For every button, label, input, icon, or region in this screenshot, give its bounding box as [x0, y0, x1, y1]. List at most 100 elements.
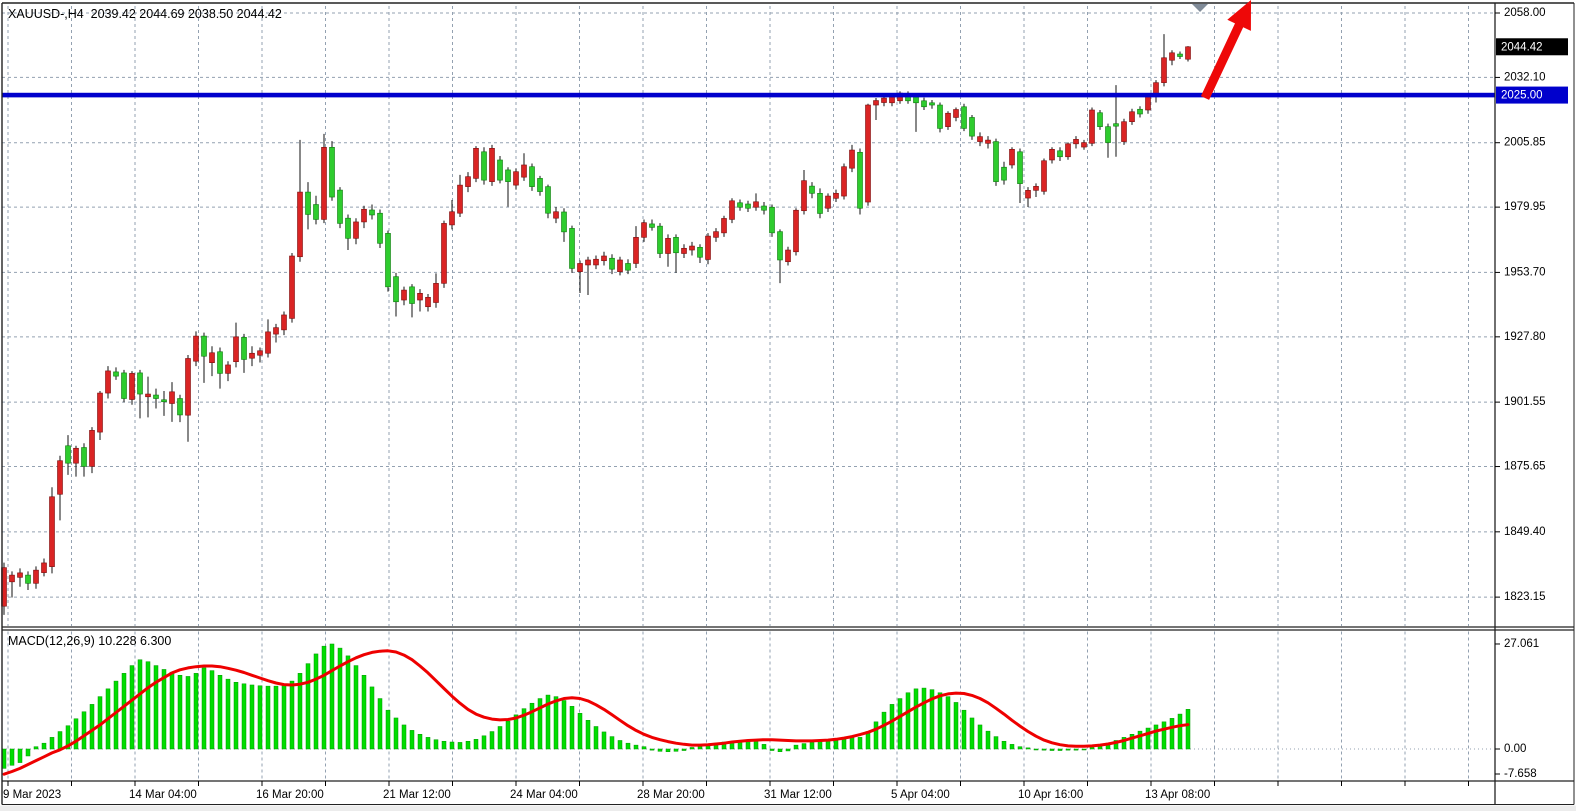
bull-candle [729, 200, 735, 220]
bull-candle [513, 171, 519, 186]
axis-label: 2044.42 [1501, 41, 1543, 53]
bear-candle [937, 104, 943, 129]
macd-histogram-bar [1025, 747, 1031, 750]
macd-histogram-bar [353, 665, 359, 750]
macd-histogram-bar [441, 740, 447, 750]
macd-histogram-bar [1137, 730, 1143, 750]
bull-candle [105, 370, 111, 394]
macd-histogram-bar [665, 748, 671, 752]
bull-candle [577, 263, 583, 272]
macd-histogram-bar [753, 740, 759, 750]
bull-candle [553, 211, 559, 219]
macd-histogram-bar [297, 673, 303, 750]
price-axis[interactable]: 2058.00 2032.10 2005.85 1979.95 1953.70 1927.… [1495, 7, 1568, 780]
macd-histogram-bar [921, 687, 927, 750]
bull-candle [593, 258, 599, 266]
bull-candle [417, 293, 423, 301]
bull-candle [793, 209, 799, 253]
macd-histogram-bar [801, 743, 807, 750]
bear-candle [673, 237, 679, 254]
macd-histogram-bar [497, 726, 503, 750]
macd-histogram-bar [985, 730, 991, 750]
macd-histogram-bar [281, 684, 287, 750]
bear-candle [481, 151, 487, 181]
bear-candle [761, 205, 767, 211]
macd-histogram-bar [1001, 740, 1007, 750]
macd-histogram-bar [425, 737, 431, 750]
macd-histogram-bar [81, 711, 87, 750]
candlestick-series [1, 34, 1191, 615]
bear-candle [657, 225, 663, 254]
bull-candle [873, 100, 879, 106]
macd-histogram-bar [953, 702, 959, 750]
bull-candle [361, 208, 367, 223]
time-label: 16 Mar 20:00 [256, 789, 324, 801]
bull-candle [33, 569, 39, 584]
macd-histogram-bar [521, 708, 527, 750]
bear-candle [529, 166, 535, 187]
bull-candle [1081, 142, 1087, 148]
axis-label: 1953.70 [1504, 266, 1546, 278]
macd-histogram-bar [641, 746, 647, 750]
macd-histogram-bar [1073, 748, 1079, 751]
macd-histogram-bar [1113, 740, 1119, 750]
bull-candle [1025, 190, 1031, 199]
macd-histogram-bar [905, 692, 911, 750]
bull-candle [1089, 109, 1095, 144]
time-axis[interactable]: 9 Mar 2023 14 Mar 04:00 16 Mar 20:00 21 Mar… [3, 781, 1469, 801]
bull-candle [1041, 160, 1047, 192]
bear-candle [769, 206, 775, 234]
trend-arrow[interactable] [1200, 0, 1251, 100]
bear-candle [921, 100, 927, 108]
bull-candle [753, 201, 759, 208]
bull-candle [585, 259, 591, 266]
macd-histogram-bar [129, 665, 135, 750]
bear-candle [1017, 151, 1023, 184]
bear-candle [1001, 166, 1007, 181]
macd-histogram-bar [881, 711, 887, 750]
bull-candle [233, 336, 239, 363]
time-label: 5 Apr 04:00 [891, 789, 950, 801]
bull-candle [321, 147, 327, 220]
current-price-label: 2044.42 [1496, 38, 1568, 56]
bear-candle [857, 151, 863, 209]
macd-histogram-bar [89, 704, 95, 750]
bull-candle [1009, 148, 1015, 166]
macd-histogram-bar [241, 683, 247, 750]
macd-histogram-bar [857, 737, 863, 750]
axis-label: 2058.00 [1504, 7, 1546, 19]
macd-panel[interactable] [1, 643, 1191, 776]
axis-label: 1849.40 [1504, 526, 1546, 538]
bull-candle [801, 180, 807, 212]
bull-candle [977, 136, 983, 142]
macd-histogram-bar [193, 673, 199, 750]
macd-signal-line [2, 649, 1190, 776]
bull-candle [953, 109, 959, 118]
bear-candle [497, 159, 503, 181]
price-level-line[interactable] [2, 92, 1495, 98]
macd-histogram-bar [505, 720, 511, 750]
bear-candle [65, 445, 71, 464]
macd-histogram-bar [337, 647, 343, 750]
bull-candle [705, 235, 711, 260]
macd-histogram-bar [1009, 744, 1015, 750]
macd-histogram-bar [145, 661, 151, 750]
macd-histogram-bar [969, 717, 975, 750]
bear-candle [1105, 126, 1111, 143]
bear-candle [81, 447, 87, 467]
macd-histogram-bar [553, 696, 559, 750]
bull-candle [89, 430, 95, 467]
bear-candle [369, 209, 375, 216]
bear-candle [305, 191, 311, 215]
macd-histogram-bar [937, 692, 943, 750]
bull-candle [489, 148, 495, 182]
macd-histogram-bar [1153, 724, 1159, 750]
macd-histogram-bar [1057, 748, 1063, 751]
macd-histogram-bar [393, 717, 399, 750]
bull-candle [193, 335, 199, 362]
chart-shift-marker-icon[interactable] [1192, 4, 1208, 12]
axis-label: 2032.10 [1504, 71, 1546, 83]
macd-histogram-bar [121, 673, 127, 750]
